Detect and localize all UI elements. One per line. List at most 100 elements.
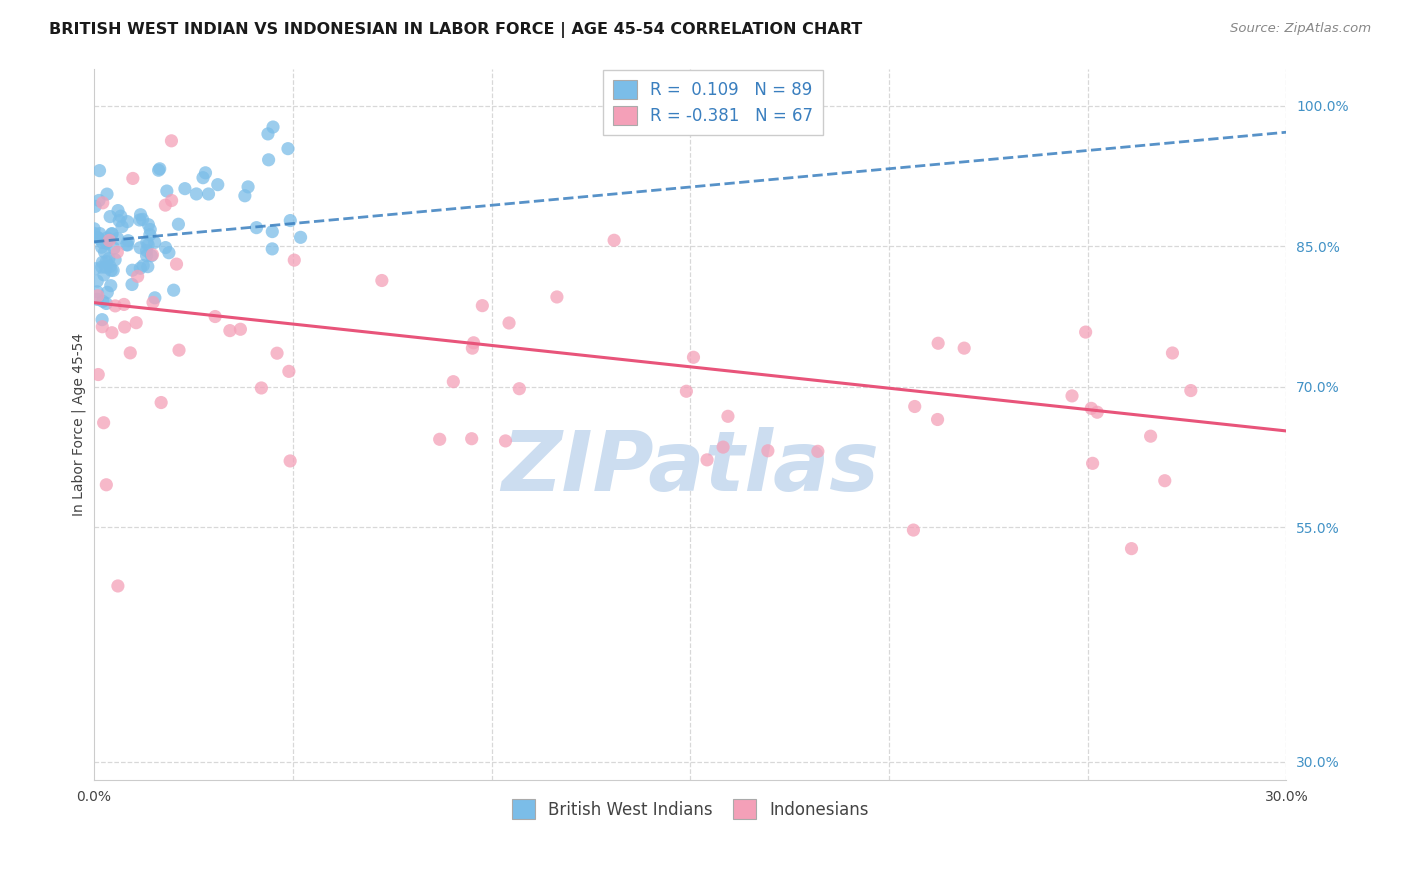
Point (278, 213, 301, 227)
Point (96, 231, 118, 245)
Point (204, 310, 226, 324)
Point (155, 241, 177, 255)
Point (174, 181, 197, 195)
Point (107, 203, 129, 218)
Point (807, 444, 830, 458)
Point (277, 364, 299, 378)
Point (463, 335, 485, 350)
Point (93, 245, 115, 260)
Point (143, 235, 166, 250)
Point (160, 134, 183, 148)
Point (117, 238, 139, 252)
Point (83, 221, 105, 235)
Point (194, 166, 217, 180)
Point (682, 351, 704, 365)
Point (115, 237, 138, 252)
Point (87, 231, 110, 245)
Point (107, 579, 129, 593)
Point (495, 434, 517, 448)
Point (1081, 456, 1104, 470)
Point (87, 368, 110, 382)
Point (98, 210, 121, 224)
Point (138, 218, 160, 232)
Point (91, 294, 114, 309)
Point (93, 268, 115, 282)
Point (96, 236, 118, 251)
Point (114, 320, 136, 334)
Point (91, 235, 114, 250)
Point (1085, 405, 1108, 419)
Point (167, 217, 190, 231)
Point (266, 346, 288, 360)
Point (135, 244, 157, 258)
Point (91, 319, 114, 334)
Point (96, 477, 118, 491)
Point (128, 213, 150, 227)
Point (83, 227, 105, 241)
Point (471, 299, 494, 313)
Point (117, 214, 139, 228)
Point (136, 260, 159, 274)
Point (1060, 389, 1083, 403)
Point (953, 341, 976, 355)
Point (603, 233, 626, 247)
Point (107, 231, 129, 245)
Point (904, 400, 927, 414)
Point (508, 382, 530, 396)
Point (148, 163, 170, 178)
Point (163, 283, 186, 297)
Point (1121, 541, 1143, 556)
Point (197, 186, 219, 201)
Point (290, 230, 312, 244)
Point (105, 245, 128, 260)
Point (927, 336, 949, 351)
Point (127, 269, 149, 284)
Point (696, 453, 718, 467)
Point (233, 188, 256, 202)
Point (129, 261, 152, 276)
Point (229, 322, 252, 336)
Point (149, 161, 172, 176)
Point (100, 227, 122, 241)
Point (1161, 346, 1184, 360)
Point (98, 234, 121, 248)
Point (86, 293, 108, 307)
Point (86, 285, 108, 299)
Point (756, 443, 779, 458)
Point (101, 227, 124, 241)
Point (89, 227, 111, 241)
Point (87, 230, 110, 244)
Point (207, 178, 229, 192)
Point (125, 316, 148, 330)
Point (1139, 429, 1161, 443)
Point (96, 187, 118, 202)
Point (112, 297, 135, 311)
Point (87, 289, 110, 303)
Point (90, 240, 112, 254)
Point (104, 299, 127, 313)
Point (110, 209, 132, 223)
Point (86, 274, 108, 288)
Point (218, 324, 240, 338)
Point (166, 257, 188, 271)
Point (100, 263, 122, 277)
Point (429, 432, 451, 446)
Point (711, 440, 734, 454)
Point (103, 241, 125, 255)
Point (143, 291, 166, 305)
Point (94, 260, 117, 275)
Point (139, 227, 162, 242)
Point (142, 295, 165, 310)
Point (236, 180, 259, 194)
Point (100, 278, 122, 293)
Point (117, 234, 139, 248)
Point (257, 127, 280, 141)
Point (1074, 325, 1097, 339)
Y-axis label: In Labor Force | Age 45-54: In Labor Force | Age 45-54 (72, 333, 86, 516)
Point (675, 384, 697, 399)
Point (460, 432, 482, 446)
Point (257, 153, 280, 167)
Point (250, 381, 273, 395)
Point (97, 252, 120, 266)
Point (121, 263, 143, 277)
